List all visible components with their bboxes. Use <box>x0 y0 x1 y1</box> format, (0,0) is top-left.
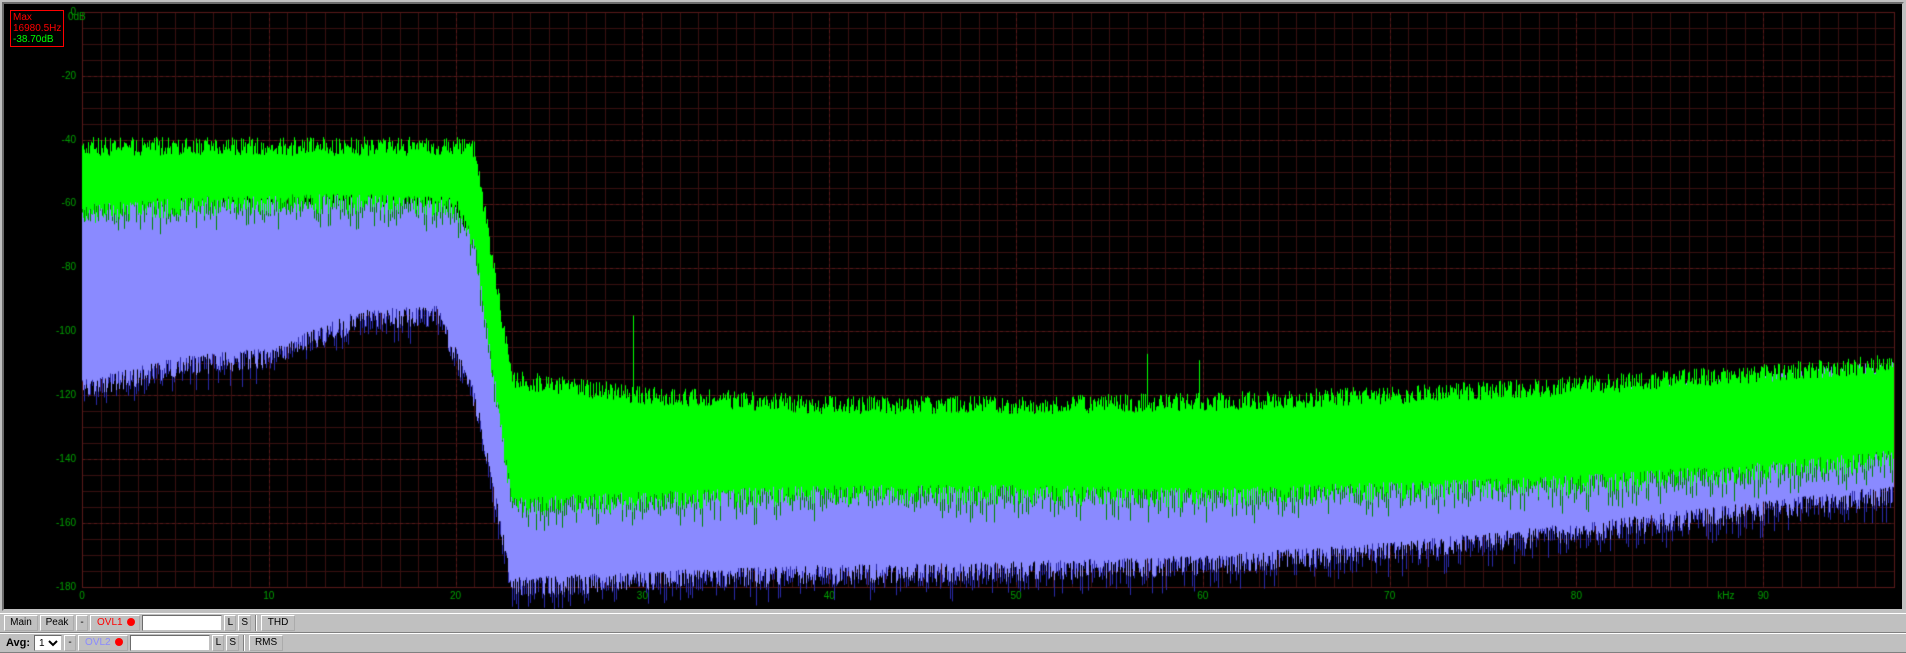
spectrum-chart: Max 16980.5Hz -38.70dB <box>2 2 1904 611</box>
main-button[interactable]: Main <box>4 615 38 631</box>
dash-button-2[interactable]: - <box>64 635 76 651</box>
ovl1-toggle[interactable]: OVL1 <box>90 615 140 631</box>
ovl1-l-button[interactable]: L <box>224 615 236 631</box>
toolbar-row-1: Main Peak - OVL1 L S THD <box>0 613 1906 633</box>
info-db: -38.70dB <box>13 34 61 45</box>
ovl2-label: OVL2 <box>83 637 113 648</box>
ovl1-value-field[interactable] <box>142 615 222 631</box>
ovl2-value-field[interactable] <box>130 635 210 651</box>
separator <box>255 615 257 631</box>
cursor-info-box: Max 16980.5Hz -38.70dB <box>10 10 64 47</box>
avg-select[interactable]: 1 <box>34 635 62 651</box>
rms-button[interactable]: RMS <box>249 635 283 651</box>
avg-label: Avg: <box>4 637 32 649</box>
thd-button[interactable]: THD <box>261 615 295 631</box>
dash-button-1[interactable]: - <box>76 615 88 631</box>
ovl1-s-button[interactable]: S <box>238 615 251 631</box>
ovl1-label: OVL1 <box>95 617 125 628</box>
info-freq: 16980.5Hz <box>13 23 61 34</box>
info-max-label: Max <box>13 12 61 23</box>
ovl2-indicator-icon <box>115 638 123 646</box>
separator <box>243 635 245 651</box>
ovl2-s-button[interactable]: S <box>226 635 239 651</box>
ovl2-toggle[interactable]: OVL2 <box>78 635 128 651</box>
ovl2-l-button[interactable]: L <box>212 635 224 651</box>
toolbar-row-2: Avg: 1 - OVL2 L S RMS <box>0 633 1906 653</box>
spectrum-canvas <box>4 4 1902 609</box>
ovl1-indicator-icon <box>127 618 135 626</box>
peak-button[interactable]: Peak <box>40 615 74 631</box>
